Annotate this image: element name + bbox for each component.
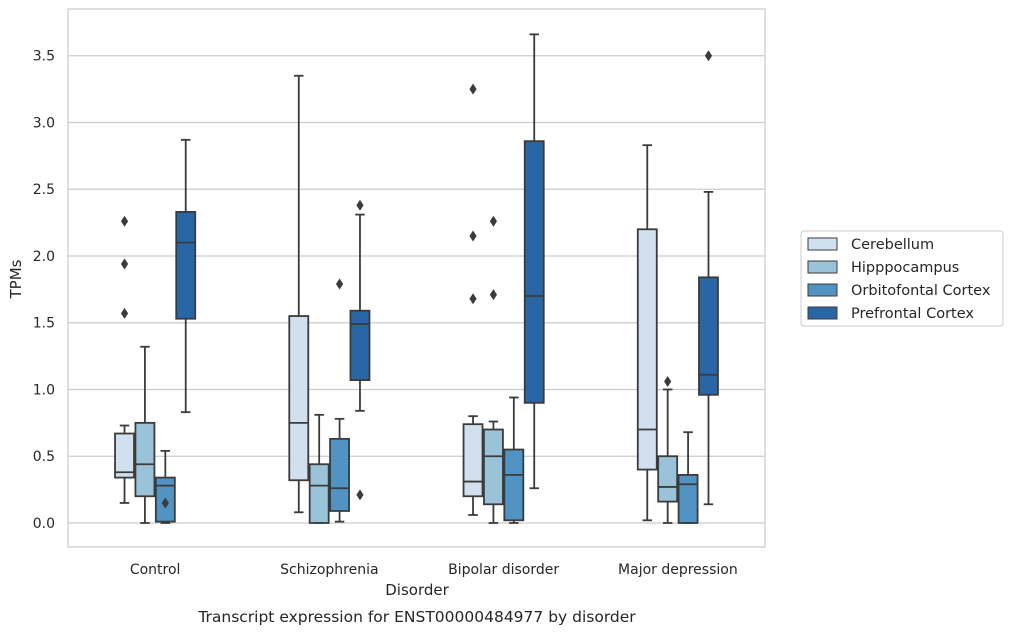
box-iqr — [462, 423, 484, 498]
x-axis-label: Disorder — [385, 581, 449, 599]
box-iqr — [657, 455, 679, 503]
legend: Cerebellum Hipppocampus Orbitofontal Corte… — [800, 230, 1004, 327]
box-group — [677, 431, 699, 524]
box-group — [154, 449, 176, 524]
x-axis-ticks: Control Schizophrenia Bipolar disorder Majo… — [130, 562, 738, 578]
y-axis-label: TPMs — [7, 259, 25, 299]
outlier-point — [356, 489, 364, 501]
y-tick-label: 3.5 — [33, 49, 55, 65]
plot-frame — [67, 8, 766, 548]
legend-swatch — [807, 306, 838, 320]
legend-swatch — [807, 260, 838, 274]
legend-frame — [800, 230, 1004, 327]
outlier-point — [664, 375, 672, 387]
box-group — [503, 396, 525, 524]
chart-caption: Transcript expression for ENST0000048497… — [197, 608, 636, 626]
box-group — [636, 144, 658, 522]
box-iqr — [175, 211, 197, 320]
box-group — [175, 138, 197, 414]
legend-swatch — [807, 237, 838, 251]
x-tick-label: Control — [130, 562, 181, 578]
outlier-point — [469, 230, 477, 242]
box-iqr — [114, 432, 135, 479]
box-iqr — [134, 421, 156, 498]
box-group — [523, 33, 545, 490]
box-group — [329, 278, 350, 523]
box-iqr — [329, 437, 350, 512]
y-tick-label: 0.5 — [33, 449, 55, 465]
outlier-point — [120, 258, 129, 270]
box-iqr — [698, 276, 719, 396]
box-group — [288, 74, 310, 514]
y-tick-label: 1.5 — [33, 316, 55, 332]
box-iqr — [503, 448, 525, 522]
box-group — [698, 50, 719, 506]
outlier-point — [161, 497, 169, 509]
box-group — [349, 199, 371, 501]
box-group — [483, 215, 504, 524]
legend-label: Orbitofontal Cortex — [851, 283, 991, 299]
outlier-point — [469, 83, 477, 95]
box-group — [134, 345, 156, 524]
legend-label: Cerebellum — [851, 237, 934, 253]
outlier-point — [489, 215, 498, 227]
grid-lines — [68, 55, 765, 524]
box-group — [462, 83, 484, 516]
box-series — [114, 33, 719, 524]
y-tick-label: 1.0 — [33, 382, 55, 398]
legend-label: Hipppocampus — [851, 260, 959, 276]
legend-label: Prefrontal Cortex — [851, 306, 974, 322]
y-tick-label: 0.0 — [33, 516, 55, 532]
y-tick-label: 2.0 — [33, 249, 55, 265]
box-iqr — [483, 428, 504, 506]
x-tick-label: Bipolar disorder — [448, 562, 559, 578]
box-iqr — [308, 463, 330, 524]
outlier-point — [120, 307, 129, 319]
box-iqr — [636, 228, 658, 471]
outlier-point — [704, 50, 713, 62]
box-iqr — [349, 309, 371, 382]
y-tick-label: 3.0 — [33, 115, 55, 131]
x-tick-label: Major depression — [618, 562, 738, 578]
box-group — [308, 413, 330, 524]
y-axis-ticks: 0.0 0.5 1.0 1.5 2.0 2.5 3.0 3.5 — [33, 49, 55, 532]
legend-swatch — [807, 283, 838, 297]
outlier-point — [469, 293, 477, 305]
box-iqr — [288, 315, 310, 482]
box-group — [657, 375, 679, 524]
x-tick-label: Schizophrenia — [280, 562, 378, 578]
box-group — [114, 215, 135, 504]
outlier-point — [335, 278, 344, 290]
y-tick-label: 2.5 — [33, 182, 55, 198]
outlier-point — [120, 215, 129, 227]
outlier-point — [489, 289, 498, 301]
box-iqr — [677, 474, 699, 524]
box-iqr — [523, 140, 545, 404]
outlier-point — [356, 199, 364, 211]
